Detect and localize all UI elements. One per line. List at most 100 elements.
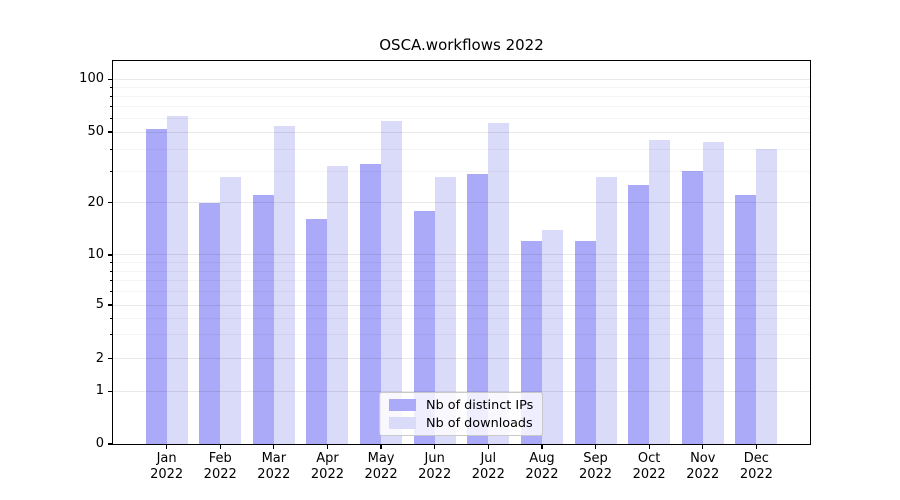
minor-gridline-y-40 [113,148,810,150]
minor-gridline-y-3 [113,334,810,336]
x-tick-may [380,444,382,449]
bar-distinct-ips-nov [681,171,703,444]
y-minor-tick-4 [109,317,112,319]
x-tick-apr [326,444,329,449]
minor-gridline-y-80 [113,95,810,97]
bar-downloads-jul [488,123,510,444]
x-tick-label-jun: Jun 2022 [418,451,452,482]
minor-gridline-y-7 [113,280,810,282]
y-tick-label-2: 2 [95,350,104,366]
minor-gridline-y-90 [113,86,810,88]
bar-distinct-ips-oct [628,185,650,444]
legend-item-distinct-ips: Nb of distinct IPs [389,397,533,413]
gridline-y-50 [113,131,810,133]
y-tick-label-1: 1 [95,383,104,399]
bar-distinct-ips-jan [145,129,167,444]
gridline-y-1 [113,390,810,392]
x-tick-label-dec: Dec 2022 [739,451,773,482]
bar-distinct-ips-jul [467,173,489,444]
legend: Nb of distinct IPs Nb of downloads [379,392,544,436]
y-tick-2 [107,357,112,360]
bar-downloads-feb [220,176,242,444]
y-minor-tick-80 [109,95,112,97]
bar-distinct-ips-jun [413,210,435,444]
y-tick-label-100: 100 [79,71,104,87]
y-minor-tick-90 [109,86,112,88]
y-minor-tick-30 [109,170,112,172]
x-tick-label-sep: Sep 2022 [578,451,613,482]
y-minor-tick-3 [109,334,112,336]
bar-downloads-aug [541,229,563,444]
gridline-y-20 [113,202,810,204]
y-tick-20 [107,201,112,204]
x-tick-label-oct: Oct 2022 [632,451,666,482]
x-tick-sep [594,444,597,449]
y-minor-tick-7 [109,280,112,282]
minor-gridline-y-8 [113,270,810,272]
plot-area: 0 1 2 5 10 20 50 100 Jan 2022 Feb 2022 Mar 2022 Apr 202… [79,60,811,482]
minor-gridline-y-70 [113,106,810,108]
y-minor-tick-60 [109,117,112,119]
y-minor-tick-8 [109,270,112,272]
minor-gridline-y-4 [113,317,810,319]
legend-swatch-distinct-ips-icon [389,399,416,411]
gridline-y-100 [113,78,810,80]
legend-label-downloads: Nb of downloads [426,415,533,431]
bar-distinct-ips-may [360,163,382,444]
chart-title: OSCA.workflows 2022 [379,36,544,54]
bar-downloads-jun [434,176,456,444]
bar-downloads-apr [327,166,349,444]
legend-label-distinct-ips: Nb of distinct IPs [426,397,534,413]
x-tick-label-nov: Nov 2022 [686,451,720,482]
x-tick-label-mar: Mar 2022 [257,451,291,482]
x-tick-nov [702,444,704,449]
y-tick-label-20: 20 [87,194,104,210]
bar-distinct-ips-mar [252,195,274,444]
bar-downloads-jan [166,115,188,444]
x-tick-aug [541,444,543,449]
bar-downloads-mar [273,126,295,444]
gridline-y-5 [113,304,810,306]
x-tick-label-feb: Feb 2022 [203,451,237,482]
y-minor-tick-6 [109,291,112,293]
bar-downloads-may [381,120,403,444]
y-tick-label-5: 5 [95,297,104,312]
y-minor-tick-40 [109,148,112,150]
x-tick-label-jan: Jan 2022 [150,451,184,482]
y-tick-50 [107,131,112,133]
x-tick-jan [166,444,168,449]
y-minor-tick-70 [109,106,112,108]
bar-distinct-ips-sep [574,241,596,444]
x-tick-mar [273,444,275,449]
x-tick-label-apr: Apr 2022 [310,451,344,482]
legend-swatch-downloads-icon [389,417,416,429]
bar-distinct-ips-dec [735,195,757,444]
bar-downloads-oct [649,140,671,444]
x-tick-label-jul: Jul 2022 [471,451,505,482]
legend-item-downloads: Nb of downloads [389,415,533,431]
bar-downloads-nov [702,141,724,444]
minor-gridline-y-9 [113,262,810,264]
y-tick-100 [107,78,112,81]
minor-gridline-y-6 [113,291,810,293]
x-tick-jun [434,444,436,449]
x-tick-oct [648,444,650,449]
x-tick-label-may: May 2022 [364,451,398,482]
x-tick-jul [487,444,489,449]
x-tick-feb [219,444,221,449]
gridline-y-2 [113,358,810,359]
bar-distinct-ips-feb [199,202,221,444]
y-tick-label-0: 0 [95,436,104,451]
y-tick-5 [107,304,112,306]
minor-gridline-y-30 [113,170,810,172]
bar-downloads-dec [756,149,778,444]
x-tick-label-aug: Aug 2022 [525,451,559,482]
y-tick-1 [107,390,112,393]
minor-gridline-y-60 [113,117,810,119]
y-tick-0 [107,443,112,445]
y-minor-tick-9 [109,262,112,264]
gridline-y-10 [113,254,810,256]
y-tick-10 [107,254,112,256]
x-tick-dec [755,444,757,449]
y-tick-label-10: 10 [87,246,104,262]
